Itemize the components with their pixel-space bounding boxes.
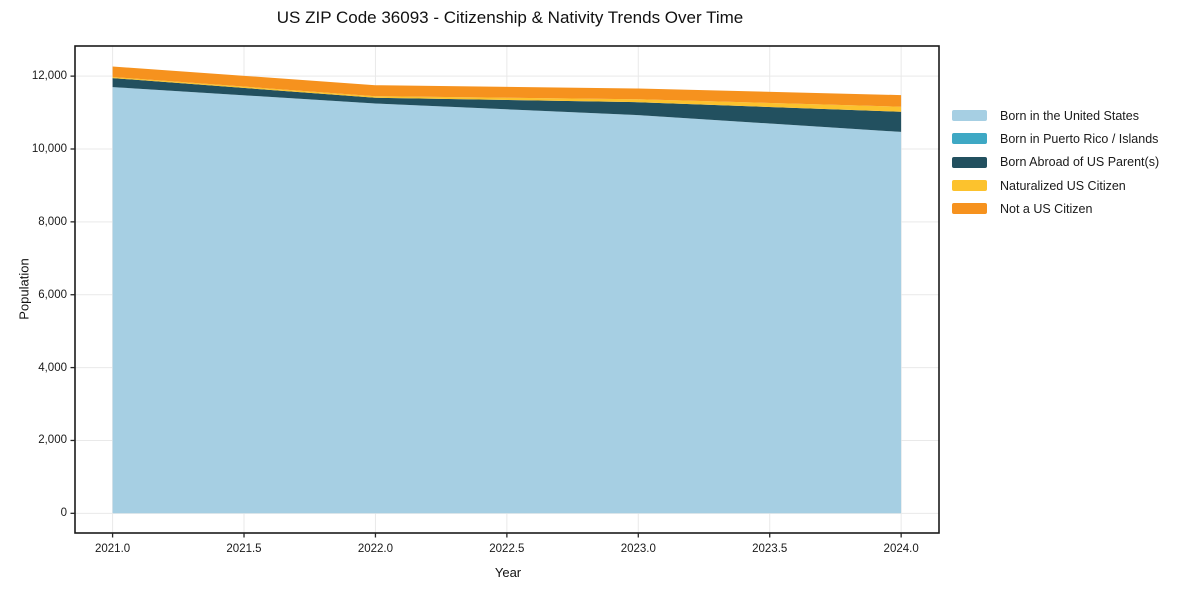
legend-swatch-born-abroad bbox=[952, 156, 987, 168]
chart-title: US ZIP Code 36093 - Citizenship & Nativi… bbox=[276, 8, 744, 27]
area-series-2 bbox=[112, 78, 902, 132]
legend-swatch-born-us bbox=[952, 110, 987, 122]
x-tick-label: 2022.5 bbox=[489, 543, 525, 555]
x-tick-label: 2021.0 bbox=[94, 543, 131, 555]
legend-item: Not a US Citizen bbox=[952, 197, 1159, 220]
legend-swatch-born-pr-islands bbox=[952, 133, 987, 145]
legend-label: Born in Puerto Rico / Islands bbox=[1000, 131, 1159, 146]
x-tick-label: 2023.5 bbox=[752, 543, 788, 555]
legend-label: Born Abroad of US Parent(s) bbox=[1000, 155, 1160, 170]
y-tick-label: 2,000 bbox=[38, 434, 67, 447]
y-tick-label: 4,000 bbox=[38, 361, 67, 374]
y-tick-label: 10,000 bbox=[31, 142, 67, 155]
area-series-3 bbox=[112, 77, 902, 112]
legend-swatch-naturalized bbox=[952, 180, 987, 192]
area-series-0 bbox=[112, 87, 902, 514]
legend-swatch-not-citizen bbox=[952, 203, 987, 215]
legend-item: Born Abroad of US Parent(s) bbox=[952, 151, 1159, 174]
area-series-4 bbox=[112, 66, 902, 107]
x-tick-label: 2022.0 bbox=[357, 543, 394, 555]
x-tick-label: 2023.0 bbox=[620, 543, 656, 555]
x-tick-label: 2024.0 bbox=[883, 543, 919, 555]
x-tick-label: 2021.5 bbox=[226, 543, 262, 555]
legend-item: Naturalized US Citizen bbox=[952, 174, 1159, 197]
legend: Born in the United States Born in Puerto… bbox=[952, 104, 1159, 220]
legend-label: Born in the United States bbox=[1000, 108, 1139, 123]
y-tick-label: 12,000 bbox=[31, 70, 67, 83]
y-tick-label: 8,000 bbox=[38, 215, 67, 228]
x-axis-label: Year bbox=[494, 565, 522, 580]
legend-label: Not a US Citizen bbox=[1000, 201, 1093, 216]
legend-item: Born in the United States bbox=[952, 104, 1159, 127]
legend-label: Naturalized US Citizen bbox=[1000, 178, 1126, 193]
y-tick-label: 6,000 bbox=[38, 288, 67, 301]
y-tick-label: 0 bbox=[60, 507, 67, 520]
legend-item: Born in Puerto Rico / Islands bbox=[952, 127, 1159, 150]
